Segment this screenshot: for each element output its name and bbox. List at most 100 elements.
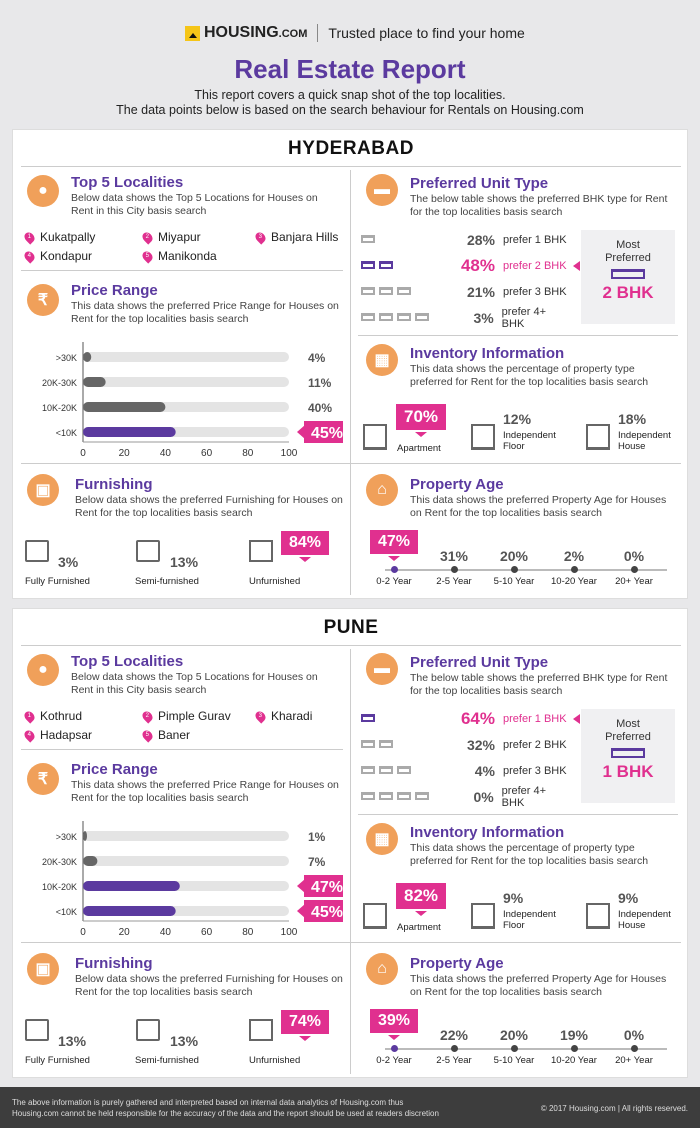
- value-label: 4%: [308, 351, 326, 365]
- bed-icon: [361, 313, 375, 321]
- age-label: 2-5 Year: [436, 1055, 472, 1066]
- bhk-label: prefer 3 BHK: [503, 765, 567, 777]
- bhk-pct: 3%: [473, 310, 494, 326]
- fully-furnished-icon: [25, 1019, 49, 1041]
- bhk-row: 28% prefer 1 BHK: [361, 230, 571, 250]
- sofa-icon: ▣: [27, 474, 59, 506]
- price-desc: This data shows the preferred Price Rang…: [71, 300, 339, 325]
- bhk-row: 64% prefer 1 BHK: [361, 709, 571, 729]
- highlight-marker: [568, 261, 580, 271]
- independent-floor-label: Independent Floor: [503, 430, 556, 452]
- bar-track: [83, 377, 289, 387]
- apartment-value: 82%: [396, 883, 446, 916]
- divider: [350, 170, 351, 595]
- fully-furnished-label: Fully Furnished: [25, 1055, 90, 1066]
- bar: [83, 831, 87, 841]
- divider: [21, 645, 681, 646]
- bhk-pct: 4%: [474, 763, 495, 779]
- bar: [83, 881, 180, 891]
- price-range-chart: >30K 1% 20K-30K 7% 10K-20K 47% <10K 45% 0 20 40 60 8…: [42, 821, 343, 938]
- furnishing-desc: Below data shows the preferred Furnishin…: [75, 494, 343, 519]
- category-label: 20K-30K: [42, 378, 77, 388]
- independent-floor-icon: [471, 424, 495, 450]
- independent-floor-icon: [471, 903, 495, 929]
- age-dot: [571, 566, 578, 573]
- value-pointer: [297, 904, 305, 918]
- unfurnished-label: Unfurnished: [249, 1055, 301, 1066]
- bed-icon: [361, 261, 375, 269]
- bed-icon: [397, 766, 411, 774]
- divider: [21, 942, 681, 943]
- unfurnished-value: 84%: [281, 531, 329, 562]
- bed-icon: [611, 269, 645, 279]
- age-label: 0-2 Year: [376, 576, 412, 587]
- x-tick-label: 0: [80, 448, 86, 459]
- most-preferred-box: Most Preferred 2 BHK: [581, 230, 675, 324]
- bhk-label: prefer 1 BHK: [503, 713, 567, 725]
- locality-item: 1 Kukatpally: [22, 229, 95, 245]
- rupee-icon: ₹: [27, 284, 59, 316]
- value-badge: [304, 900, 343, 922]
- bar: [83, 377, 106, 387]
- fully-furnished-value: 13%: [58, 1033, 87, 1049]
- locality-item: 2 Pimple Gurav: [140, 708, 231, 724]
- category-label: <10K: [56, 907, 77, 917]
- bed-icon: [361, 714, 375, 722]
- age-timeline: [385, 1048, 667, 1050]
- apartment-label: Apartment: [397, 922, 441, 933]
- apartment-icon: [363, 903, 387, 929]
- locality-item: 4 Kondapur: [22, 248, 92, 264]
- page-title: Real Estate Report: [234, 54, 466, 84]
- highlight-marker: [568, 714, 580, 724]
- bar-track: [83, 856, 289, 866]
- home-icon: ⌂: [366, 953, 398, 985]
- locality-item: 2 Miyapur: [140, 229, 201, 245]
- divider: [350, 649, 351, 1074]
- unfurnished-label: Unfurnished: [249, 576, 301, 587]
- disclaimer-line-1: The above information is purely gathered…: [12, 1098, 404, 1107]
- location-pin-icon: ●: [27, 175, 59, 207]
- price-range-chart: >30K 4% 20K-30K 11% 10K-20K 40% <10K 45% 0 20 40 60…: [42, 342, 343, 459]
- bed-icon: [361, 287, 375, 295]
- age-value: 0%: [623, 548, 645, 564]
- age-value: 20%: [499, 1027, 529, 1043]
- inventory-desc: This data shows the percentage of proper…: [410, 363, 649, 388]
- locality-item: 1 Kothrud: [22, 708, 82, 724]
- bed-icon: [379, 261, 393, 269]
- bed-icon: [379, 766, 393, 774]
- divider: [21, 749, 343, 750]
- semi-furnished-value: 13%: [170, 554, 199, 570]
- independent-house-label: Independent House: [618, 430, 671, 452]
- bed-icon: [361, 766, 375, 774]
- age-value: 2%: [563, 548, 585, 564]
- independent-house-value: 9%: [618, 890, 639, 906]
- most-preferred-value: 1 BHK: [602, 762, 654, 781]
- locality-item: 4 Hadapsar: [22, 727, 92, 743]
- bed-icon: [361, 740, 375, 748]
- independent-floor-value: 9%: [503, 890, 524, 906]
- rank-pin-icon: 4: [22, 248, 37, 264]
- apartment-label: Apartment: [397, 443, 441, 454]
- most-preferred-box: Most Preferred 1 BHK: [581, 709, 675, 803]
- category-label: 10K-20K: [42, 882, 77, 892]
- category-label: 10K-20K: [42, 403, 77, 413]
- rank-pin-icon: 3: [253, 229, 268, 245]
- x-tick-label: 40: [160, 927, 172, 938]
- bhk-pct: 48%: [460, 256, 495, 275]
- independent-house-label: Independent House: [618, 909, 671, 931]
- value-label: 40%: [308, 401, 332, 415]
- brand-tagline: Trusted place to find your home: [328, 25, 525, 41]
- rank-pin-icon: 2: [140, 229, 155, 245]
- price-desc: This data shows the preferred Price Rang…: [71, 779, 339, 804]
- inventory-title: Inventory Information: [410, 824, 565, 841]
- rank-pin-icon: 4: [22, 727, 37, 743]
- building-icon: ▦: [366, 823, 398, 855]
- bhk-pct: 64%: [460, 709, 495, 728]
- value-label: 1%: [308, 830, 326, 844]
- age-label: 2-5 Year: [436, 576, 472, 587]
- furnishing-title: Furnishing: [75, 476, 153, 493]
- rank-pin-icon: 5: [140, 248, 155, 264]
- age-label: 10-20 Year: [551, 1055, 597, 1066]
- value-pointer: [297, 425, 305, 439]
- bed-icon: [379, 287, 393, 295]
